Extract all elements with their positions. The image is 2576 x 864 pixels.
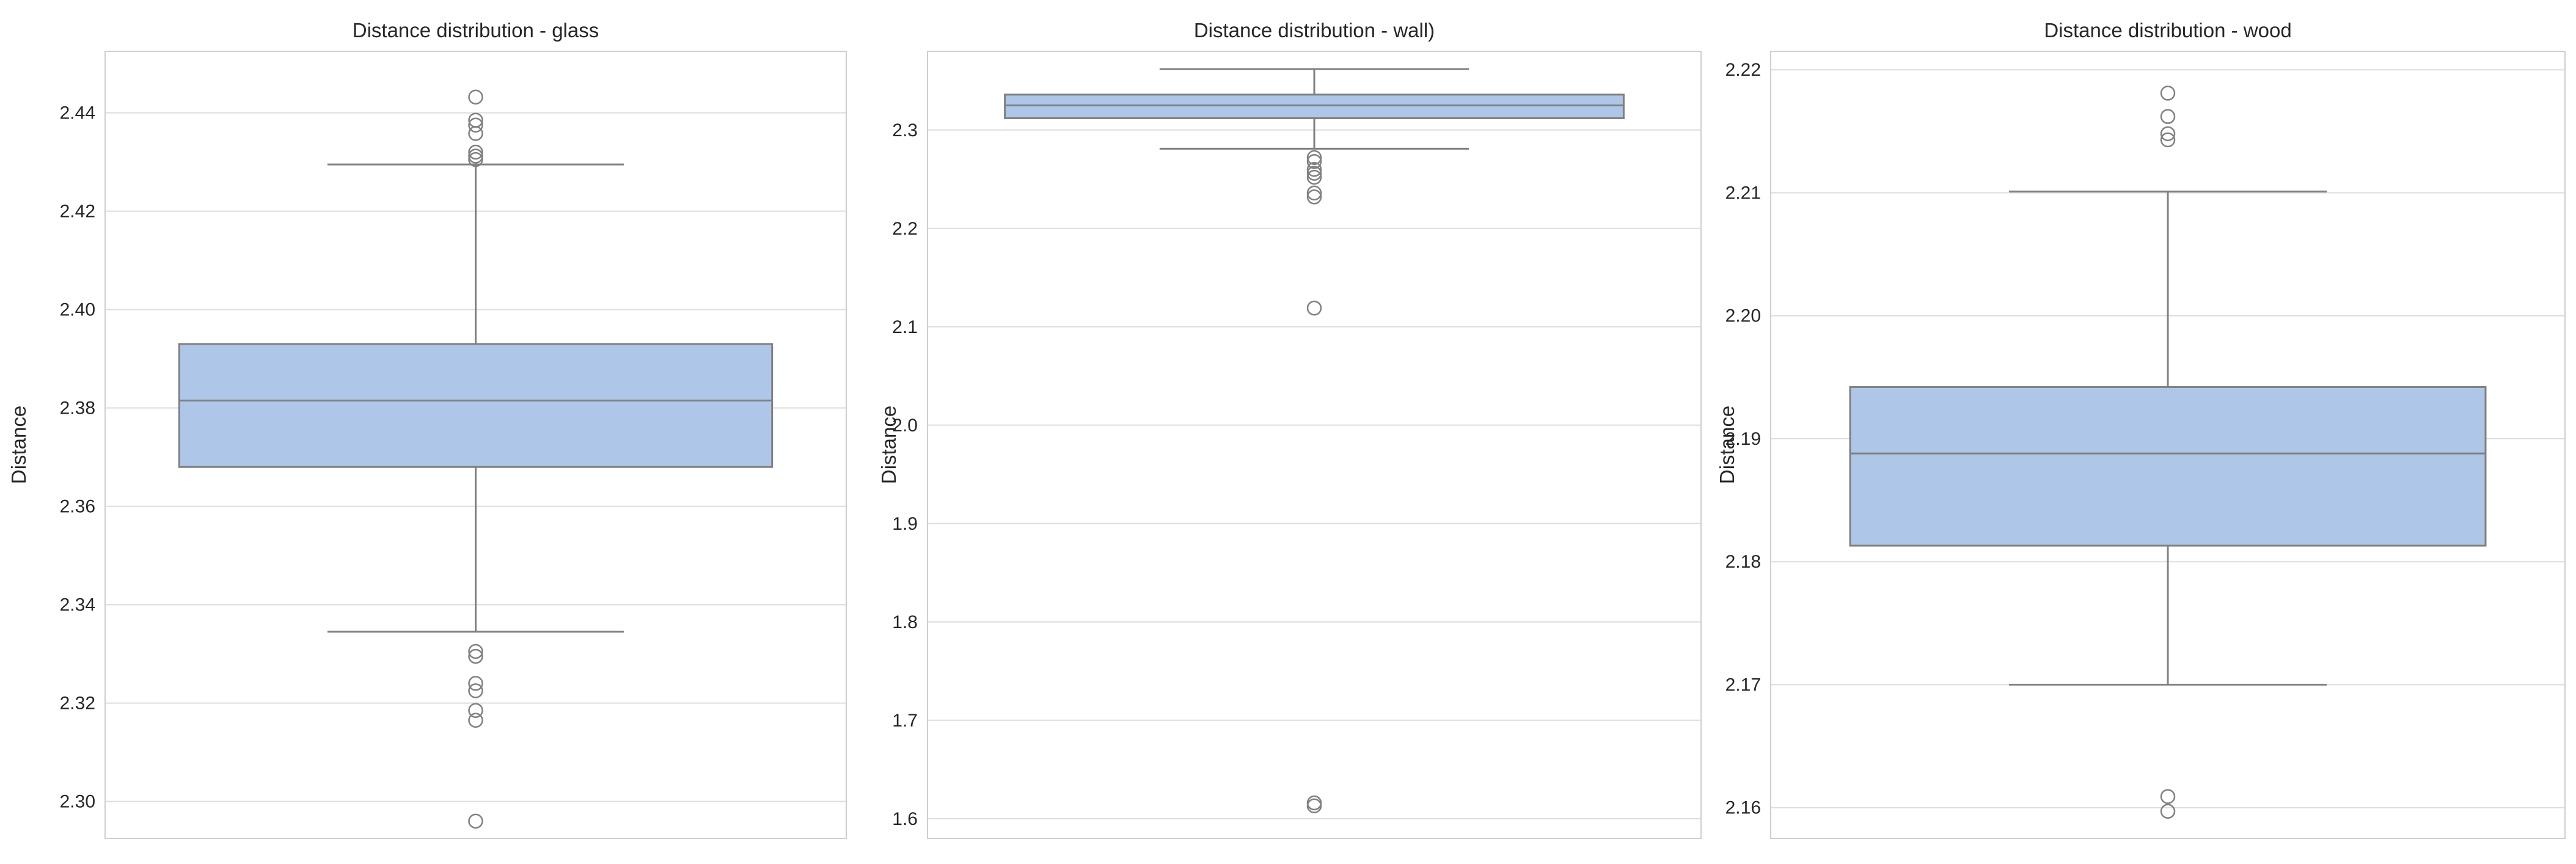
outlier-point <box>468 676 483 691</box>
chart-panel-3: 2.16 2.17 2.18 2.19 2.20 2.21 2.22 Distance dis… <box>1716 19 2566 839</box>
outlier-point <box>1306 169 1322 185</box>
outlier-point <box>1306 185 1322 201</box>
y-tick-label: 2.3 <box>892 120 918 141</box>
y-tick-label: 2.21 <box>1725 183 1761 203</box>
y-tick-label: 2.20 <box>1725 306 1761 326</box>
y-tick-label: 1.6 <box>892 809 918 829</box>
chart-title: Distance distribution - glass <box>353 19 599 42</box>
y-axis-label: Distance <box>7 406 30 484</box>
y-tick-label: 1.8 <box>892 612 918 632</box>
y-tick-label: 2.44 <box>60 103 95 123</box>
y-tick-label: 1.7 <box>892 711 918 731</box>
y-axis-label: Distance <box>1716 406 1738 484</box>
outlier-point <box>468 144 483 160</box>
outlier-point <box>1306 154 1322 169</box>
y-tick-label: 2.40 <box>60 300 95 320</box>
outlier-point <box>2160 109 2176 124</box>
outlier-point <box>468 89 483 105</box>
outlier-point <box>1306 161 1322 177</box>
plot-frame <box>1770 51 2566 839</box>
plot-frame <box>104 51 847 839</box>
y-tick-label: 2.22 <box>1725 60 1761 80</box>
iqr-box <box>178 343 774 468</box>
outlier-point <box>468 117 483 133</box>
outlier-point <box>468 126 483 141</box>
y-tick-label: 2.42 <box>60 202 95 222</box>
chart-title: Distance distribution - wall) <box>1194 19 1435 42</box>
outlier-point <box>1306 795 1322 811</box>
outlier-point <box>468 148 483 164</box>
chart-panel-1: 2.30 2.32 2.34 2.36 2.38 2.40 2.42 2.44 Distance… <box>7 19 847 839</box>
iqr-box <box>1004 93 1625 119</box>
outlier-point <box>468 643 483 659</box>
outlier-point <box>1306 798 1322 814</box>
y-tick-label: 2.32 <box>60 694 95 714</box>
y-tick-label: 2.1 <box>892 317 918 337</box>
y-tick-label: 1.9 <box>892 514 918 534</box>
y-tick-label: 2.36 <box>60 497 95 517</box>
y-tick-label: 2.16 <box>1725 798 1761 818</box>
chart-panel-2: 1.6 1.7 1.8 1.9 2.0 2.1 2.2 2.3 Distance distrib… <box>877 19 1702 839</box>
outlier-point <box>2160 804 2176 819</box>
y-tick-label: 2.0 <box>892 416 918 436</box>
y-tick-label: 2.34 <box>60 595 95 615</box>
outlier-point <box>1306 166 1322 181</box>
y-tick-label: 2.30 <box>60 792 95 812</box>
outlier-point <box>1306 189 1322 205</box>
chart-title: Distance distribution - wood <box>2044 19 2291 42</box>
outlier-point <box>468 152 483 167</box>
y-tick-label: 2.18 <box>1725 552 1761 572</box>
outlier-point <box>1306 300 1322 316</box>
y-axis-label: Distance <box>877 406 900 484</box>
outlier-point <box>2160 86 2176 101</box>
y-tick-label: 2.38 <box>60 398 95 419</box>
outlier-point <box>2160 132 2176 148</box>
chart-panels: 2.30 2.32 2.34 2.36 2.38 2.40 2.42 2.44 Distance… <box>7 19 2566 839</box>
outlier-point <box>468 648 483 664</box>
outlier-point <box>2160 789 2176 804</box>
outlier-point <box>1306 150 1322 166</box>
y-tick-label: 2.2 <box>892 219 918 239</box>
outlier-point <box>468 813 483 829</box>
outlier-point <box>2160 126 2176 142</box>
outlier-point <box>468 683 483 698</box>
iqr-box <box>1849 386 2487 547</box>
plot-frame <box>927 51 1702 839</box>
y-tick-label: 2.19 <box>1725 429 1761 449</box>
y-tick-label: 2.17 <box>1725 675 1761 695</box>
outlier-point <box>468 712 483 728</box>
outlier-point <box>468 703 483 718</box>
